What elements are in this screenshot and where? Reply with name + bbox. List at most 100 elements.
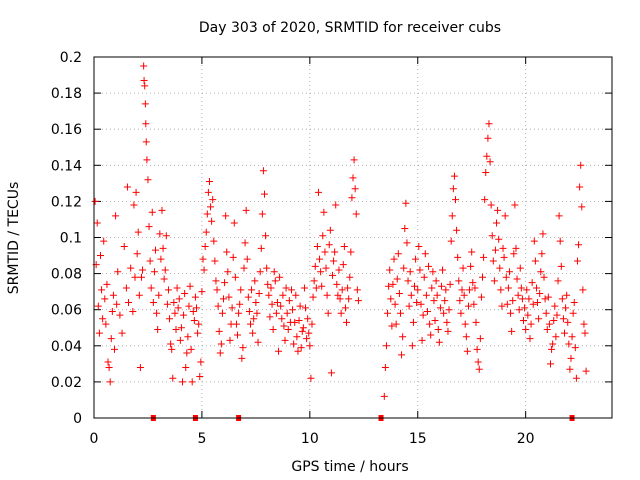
data-point xyxy=(228,304,236,312)
data-point xyxy=(108,308,116,316)
y-tick-label: 0 xyxy=(73,411,82,427)
data-point xyxy=(469,279,477,287)
grid-lines xyxy=(94,57,612,418)
data-point xyxy=(331,248,339,256)
x-axis-label: GPS time / hours xyxy=(291,459,408,475)
data-point xyxy=(501,212,509,220)
data-point xyxy=(493,219,501,227)
data-point xyxy=(143,156,151,164)
data-point xyxy=(455,277,463,285)
data-point xyxy=(273,298,281,306)
data-point xyxy=(325,241,333,249)
data-point xyxy=(116,311,124,319)
data-point xyxy=(107,335,115,343)
data-point xyxy=(389,280,397,288)
data-point xyxy=(235,309,243,317)
data-point xyxy=(395,289,403,297)
data-point xyxy=(149,298,157,306)
data-point xyxy=(425,262,433,270)
data-point xyxy=(582,367,590,375)
data-point xyxy=(139,266,147,274)
data-point xyxy=(398,351,406,359)
data-point xyxy=(141,82,149,90)
data-point xyxy=(456,297,464,305)
data-point xyxy=(104,358,112,366)
data-point xyxy=(146,257,154,265)
data-point xyxy=(515,306,523,314)
data-point xyxy=(532,284,540,292)
data-point xyxy=(419,311,427,319)
data-point xyxy=(449,185,457,193)
data-point xyxy=(385,282,393,290)
data-point xyxy=(229,253,237,261)
data-point xyxy=(112,212,120,220)
data-point xyxy=(420,273,428,281)
data-point xyxy=(270,268,278,276)
data-point xyxy=(101,295,109,303)
data-point xyxy=(443,318,451,326)
data-point xyxy=(159,244,167,252)
data-point xyxy=(518,295,526,303)
data-point xyxy=(187,345,195,353)
data-point xyxy=(512,244,520,252)
data-point xyxy=(248,286,256,294)
data-point xyxy=(326,226,334,234)
data-point xyxy=(452,196,460,204)
data-point xyxy=(208,217,216,225)
data-point xyxy=(450,172,458,180)
data-point xyxy=(211,257,219,265)
data-point xyxy=(222,212,230,220)
data-point xyxy=(482,169,490,177)
data-point xyxy=(277,302,285,310)
data-point xyxy=(344,284,352,292)
data-point xyxy=(137,273,145,281)
data-point xyxy=(99,315,107,323)
data-point xyxy=(384,309,392,317)
data-point xyxy=(480,253,488,261)
data-point xyxy=(418,336,426,344)
data-point xyxy=(198,288,206,296)
data-point xyxy=(485,120,493,128)
data-point xyxy=(571,344,579,352)
data-point xyxy=(473,345,481,353)
data-point xyxy=(305,329,313,337)
data-point xyxy=(323,291,331,299)
data-point xyxy=(504,284,512,292)
data-points xyxy=(91,62,590,400)
data-point xyxy=(141,100,149,108)
data-point xyxy=(275,347,283,355)
data-point xyxy=(392,320,400,328)
data-point xyxy=(232,320,240,328)
data-point xyxy=(430,297,438,305)
data-point xyxy=(415,243,423,251)
data-point xyxy=(163,300,171,308)
data-point xyxy=(475,365,483,373)
data-point xyxy=(164,286,172,294)
data-point xyxy=(401,224,409,232)
data-point xyxy=(500,253,508,261)
data-point xyxy=(292,291,300,299)
data-point xyxy=(445,306,453,314)
data-point xyxy=(555,212,563,220)
data-point xyxy=(578,203,586,211)
data-point xyxy=(576,183,584,191)
x-tick-label: 10 xyxy=(301,431,319,447)
data-point xyxy=(321,248,329,256)
data-point xyxy=(336,295,344,303)
data-point xyxy=(215,327,223,335)
data-point xyxy=(290,340,298,348)
data-point xyxy=(559,315,567,323)
data-point xyxy=(154,326,162,334)
data-point xyxy=(306,342,314,350)
data-point xyxy=(352,210,360,218)
data-point xyxy=(225,293,233,301)
data-point xyxy=(147,284,155,292)
data-point xyxy=(267,284,275,292)
data-point xyxy=(524,311,532,319)
data-point xyxy=(190,317,198,325)
y-tick-label: 0.16 xyxy=(51,122,82,138)
data-point xyxy=(210,237,218,245)
data-point xyxy=(484,134,492,142)
data-point xyxy=(244,293,252,301)
data-point xyxy=(340,243,348,251)
